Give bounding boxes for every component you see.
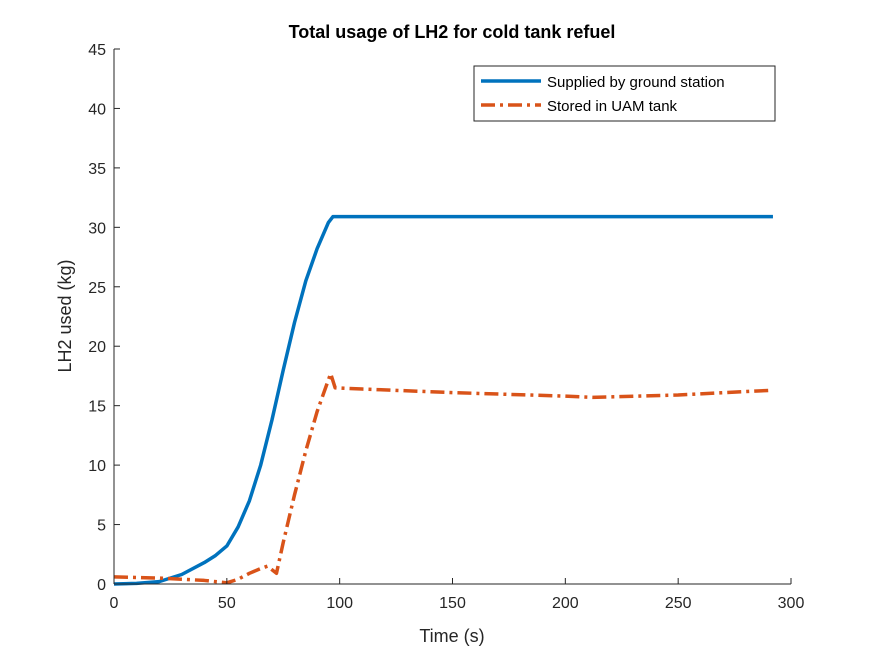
y-tick-label: 40 [88, 101, 106, 118]
y-axis-label: LH2 used (kg) [55, 259, 75, 372]
series-line-0 [113, 214, 773, 586]
y-tick-label: 0 [97, 577, 106, 594]
y-tick-label: 20 [88, 339, 106, 356]
legend-box [473, 65, 776, 122]
x-tick-label: 50 [218, 595, 236, 612]
series-layer [113, 214, 774, 586]
legend-label-supplied: Supplied by ground station [547, 74, 725, 91]
legend: Supplied by ground station Stored in UAM… [473, 65, 776, 122]
x-tick-label: 0 [110, 595, 119, 612]
chart-title: Total usage of LH2 for cold tank refuel [289, 22, 616, 42]
y-tick-label: 30 [88, 220, 106, 237]
plot-box [114, 49, 791, 584]
y-tick-label: 35 [88, 161, 106, 178]
y-tick-label: 5 [97, 518, 106, 535]
x-tick-label: 150 [439, 595, 466, 612]
x-tick-label: 100 [326, 595, 353, 612]
y-tick-label: 15 [88, 399, 106, 416]
plot-area: 0 50 100 150 200 250 300 0 5 10 15 20 25 30 35 40 45 [88, 42, 804, 612]
x-tick-label: 250 [665, 595, 692, 612]
legend-label-stored: Stored in UAM tank [547, 98, 678, 115]
x-tick-label: 200 [552, 595, 579, 612]
y-tick-label: 45 [88, 42, 106, 59]
y-tick-label: 10 [88, 458, 106, 475]
y-tick-label: 25 [88, 280, 106, 297]
x-ticks: 0 50 100 150 200 250 300 [110, 578, 805, 612]
x-tick-label: 300 [778, 595, 805, 612]
y-ticks: 0 5 10 15 20 25 30 35 40 45 [88, 42, 120, 594]
x-axis-label: Time (s) [419, 626, 484, 646]
series-line-1 [113, 371, 774, 585]
